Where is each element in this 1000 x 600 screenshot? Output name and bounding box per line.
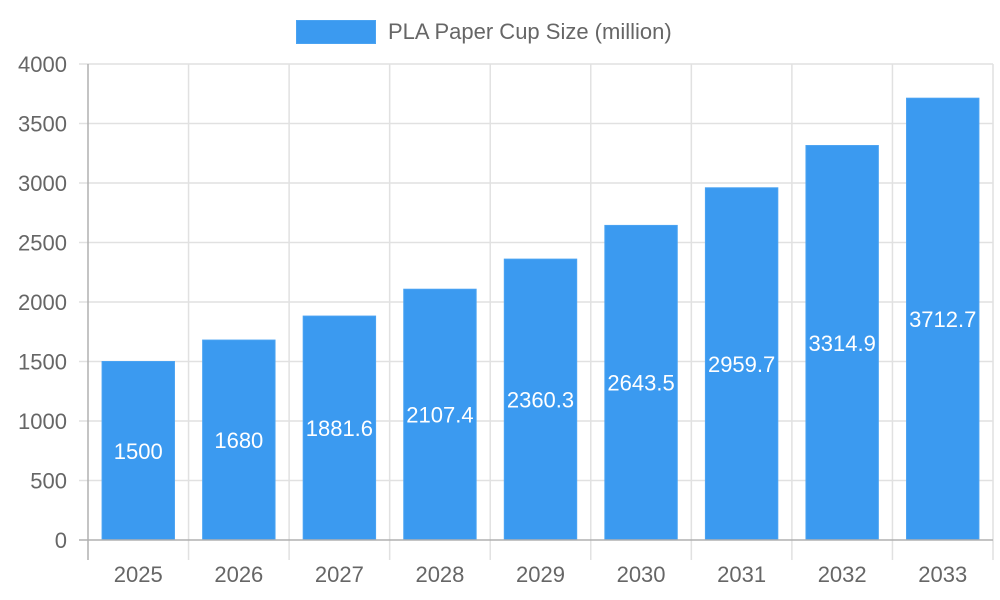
x-tick-label: 2033 xyxy=(918,562,967,587)
bar-value-label: 2360.3 xyxy=(507,388,574,413)
y-tick-label: 3500 xyxy=(18,112,67,137)
bar-value-labels: 1500 1680 1881.6 2107.4 2360.3 2643.5 2959.7 33… xyxy=(114,307,977,464)
bar-2029[interactable] xyxy=(503,258,578,541)
bar-2032[interactable] xyxy=(805,145,879,541)
bar-value-label: 2643.5 xyxy=(607,371,674,396)
axes: 0 500 1000 1500 2000 2500 3000 3500 4000 2025 2026… xyxy=(18,52,993,587)
x-tick-label: 2029 xyxy=(516,562,565,587)
bar-value-label: 3712.7 xyxy=(909,307,976,332)
bar-2033[interactable] xyxy=(906,97,980,541)
bar-2026[interactable] xyxy=(202,339,276,541)
y-tick-label: 1500 xyxy=(18,350,67,375)
bars xyxy=(101,97,980,541)
x-tick-label: 2031 xyxy=(717,562,766,587)
x-tick-label: 2026 xyxy=(214,562,263,587)
legend-swatch xyxy=(296,20,376,44)
y-tick-label: 2500 xyxy=(18,231,67,256)
y-tick-label: 500 xyxy=(30,469,67,494)
y-tick-label: 1000 xyxy=(18,409,67,434)
bar-2031[interactable] xyxy=(704,187,779,541)
x-tick-label: 2032 xyxy=(818,562,867,587)
bar-value-label: 3314.9 xyxy=(809,331,876,356)
chart-legend[interactable]: PLA Paper Cup Size (million) xyxy=(296,19,672,45)
y-tick-label: 4000 xyxy=(18,52,67,77)
bar-2030[interactable] xyxy=(604,224,678,541)
x-tick-label: 2030 xyxy=(617,562,666,587)
bar-value-label: 1500 xyxy=(114,439,163,464)
bar-value-label: 2959.7 xyxy=(708,352,775,377)
bar-2025[interactable] xyxy=(101,361,175,541)
bar-value-label: 1680 xyxy=(214,428,263,453)
x-tick-label: 2025 xyxy=(114,562,163,587)
y-tick-label: 2000 xyxy=(18,290,67,315)
y-tick-label: 0 xyxy=(55,528,67,553)
legend-label: PLA Paper Cup Size (million) xyxy=(388,19,672,44)
bar-2028[interactable] xyxy=(403,288,477,541)
bar-value-label: 1881.6 xyxy=(306,416,373,441)
x-tick-label: 2027 xyxy=(315,562,364,587)
bar-value-label: 2107.4 xyxy=(406,403,473,428)
bar-2027[interactable] xyxy=(302,315,377,541)
y-tick-label: 3000 xyxy=(18,171,67,196)
x-tick-label: 2028 xyxy=(415,562,464,587)
